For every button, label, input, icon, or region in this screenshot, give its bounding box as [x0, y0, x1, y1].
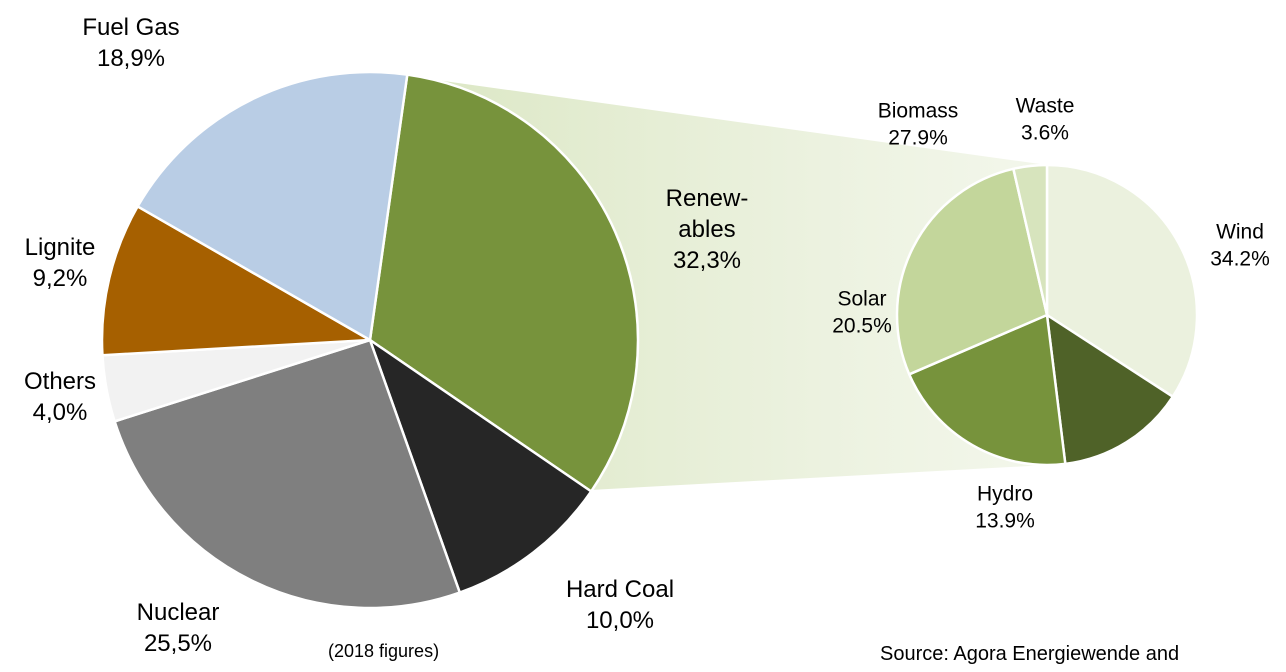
category-label: Solar: [837, 287, 887, 311]
pie-slice: [100, 205, 372, 357]
pie-slice: [1012, 163, 1049, 317]
slice-label: Renew- ables 32,3%: [666, 183, 749, 277]
pie-slice: [368, 338, 593, 594]
value-label: 25,5%: [143, 630, 213, 657]
value-label: 18,9%: [96, 45, 166, 72]
slice-label: Fuel Gas 18,9%: [82, 12, 179, 74]
pie-slice: [907, 313, 1067, 467]
value-label: 9,2%: [32, 265, 88, 292]
annotation: Source: Agora Energiewende and: [880, 643, 1180, 665]
value-label: 27.9%: [888, 127, 948, 150]
pie-slice: [1045, 313, 1175, 466]
category-label: Wind: [1216, 220, 1264, 244]
value-label: 34.2%: [1210, 248, 1270, 271]
category-label: Biomass: [877, 99, 959, 123]
value-label: 20.5%: [832, 315, 892, 338]
value-label: 4,0%: [32, 399, 88, 426]
slice-label: Hard Coal 10,0%: [566, 574, 674, 636]
slice-label: Lignite 9,2%: [25, 232, 96, 294]
slice-label: Nuclear 25,5%: [137, 597, 220, 659]
value-label: 13.9%: [975, 510, 1035, 533]
category-label: Renew- ables: [665, 185, 749, 244]
value-label: 10,0%: [585, 607, 655, 634]
category-label: Fuel Gas: [82, 13, 180, 41]
slice-label: Wind 34.2%: [1210, 219, 1270, 274]
category-label: Hydro: [976, 482, 1034, 506]
value-label: 32,3%: [672, 247, 742, 275]
category-label: Nuclear: [136, 598, 220, 626]
value-label: 3.6%: [1021, 122, 1069, 145]
slice-label: Biomass 27.9%: [878, 98, 959, 153]
pie-slice: [368, 73, 640, 493]
slice-label: Solar 20.5%: [832, 286, 892, 341]
pie-slice: [113, 338, 462, 610]
category-label: Others: [23, 367, 97, 395]
slice-label: Hydro 13.9%: [975, 481, 1035, 536]
category-label: Lignite: [24, 233, 96, 261]
category-label: Waste: [1015, 94, 1075, 118]
annotation: (2018 figures): [328, 641, 440, 661]
slice-label: Waste 3.6%: [1016, 93, 1075, 148]
slice-label: Others 4,0%: [24, 366, 96, 428]
category-label: Hard Coal: [565, 575, 675, 603]
pie-slice: [895, 167, 1049, 376]
pie-slice: [136, 70, 409, 342]
